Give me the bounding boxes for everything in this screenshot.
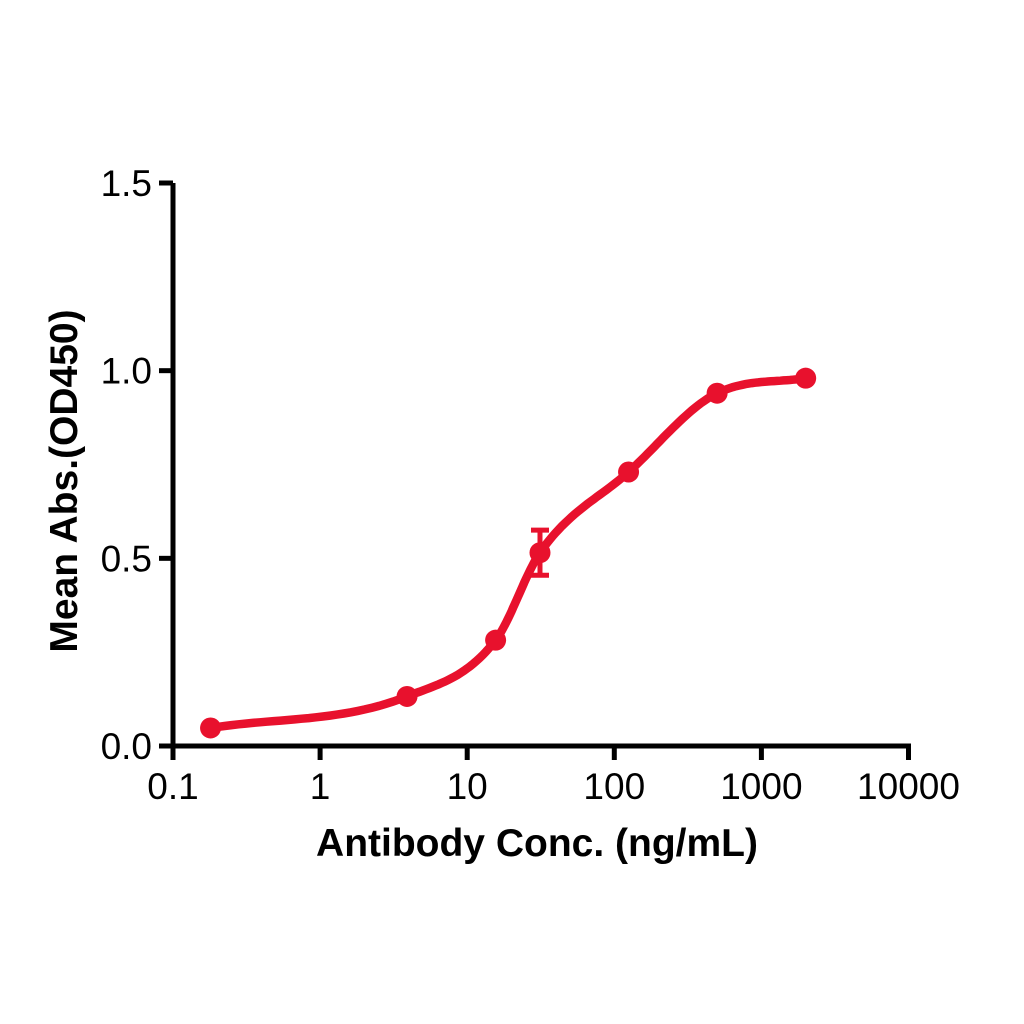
data-point (396, 685, 418, 707)
y-tick-label: 0.0 (101, 726, 152, 767)
y-tick-label: 0.5 (101, 538, 152, 579)
x-tick-label: 1 (310, 766, 331, 807)
x-tick-label: 10000 (857, 766, 960, 807)
x-tick-label: 10 (447, 766, 488, 807)
data-point (618, 461, 640, 483)
x-tick-label: 100 (583, 766, 645, 807)
data-point (706, 382, 728, 404)
y-axis-title: Mean Abs.(OD450) (43, 309, 86, 652)
data-point (529, 542, 551, 564)
data-point (795, 367, 817, 389)
y-tick-label: 1.5 (101, 163, 152, 204)
x-axis-title: Antibody Conc. (ng/mL) (316, 822, 758, 865)
data-point (200, 717, 222, 739)
data-point (485, 629, 507, 651)
fit-curve (206, 373, 810, 733)
y-tick-label: 1.0 (101, 351, 152, 392)
x-tick-label: 1000 (720, 766, 802, 807)
x-tick-label: 0.1 (147, 766, 198, 807)
